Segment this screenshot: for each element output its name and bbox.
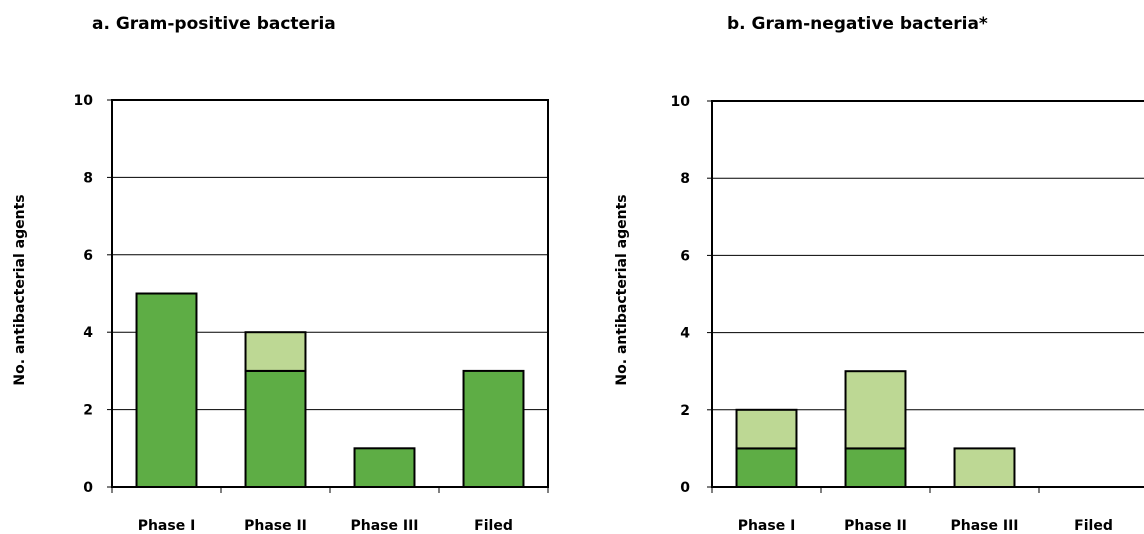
y-tick-label: 6	[83, 248, 93, 264]
y-tick-label: 0	[680, 480, 690, 496]
x-tick-label: Phase III	[950, 518, 1018, 534]
y-tick-label: 4	[83, 325, 93, 341]
y-axis-label: No. antibacterial agents	[614, 194, 630, 385]
x-tick-label: Filed	[1074, 518, 1113, 534]
chart-title: b. Gram-negative bacteria*	[727, 14, 988, 34]
x-tick-label: Phase III	[350, 518, 418, 534]
axes	[707, 100, 1144, 493]
bar-segment	[244, 369, 307, 488]
y-tick-label: 0	[83, 480, 93, 496]
bar-segment	[953, 447, 1016, 488]
axes	[107, 99, 549, 493]
chart-panel-gram-negative: b. Gram-negative bacteria* No. antibacte…	[614, 14, 1144, 534]
y-tick-labels: 0 2 4 6 8 10	[671, 94, 691, 496]
y-tick-label: 8	[83, 170, 93, 186]
y-tick-labels: 0 2 4 6 8 10	[74, 93, 94, 496]
bar-segment	[844, 447, 907, 488]
gridlines	[712, 177, 1144, 411]
chart-panel-gram-positive: a. Gram-positive bacteria No. antibacter…	[12, 14, 549, 534]
bar-segment	[735, 447, 798, 488]
x-tick-labels: Phase I Phase II Phase III Filed	[738, 518, 1113, 534]
chart-title: a. Gram-positive bacteria	[92, 14, 336, 34]
x-tick-label: Phase I	[738, 518, 796, 534]
bar-segment	[135, 292, 198, 488]
bar-segment	[735, 408, 798, 450]
x-tick-label: Phase I	[138, 518, 196, 534]
y-tick-label: 6	[680, 248, 690, 264]
y-tick-label: 10	[671, 94, 691, 110]
y-tick-label: 8	[680, 171, 690, 187]
y-tick-label: 2	[83, 403, 93, 419]
y-tick-label: 2	[680, 403, 690, 419]
y-axis-label: No. antibacterial agents	[12, 194, 28, 385]
bar-segment	[462, 369, 525, 488]
y-tick-label: 4	[680, 326, 690, 342]
bar-segment	[244, 331, 307, 372]
bars	[135, 292, 525, 488]
x-tick-label: Phase II	[244, 518, 307, 534]
y-tick-label: 10	[74, 93, 94, 109]
x-tick-label: Phase II	[844, 518, 907, 534]
bars	[735, 370, 1016, 488]
x-tick-labels: Phase I Phase II Phase III Filed	[138, 518, 513, 534]
bar-segment	[844, 370, 907, 450]
bar-segment	[353, 447, 416, 488]
x-tick-label: Filed	[474, 518, 513, 534]
